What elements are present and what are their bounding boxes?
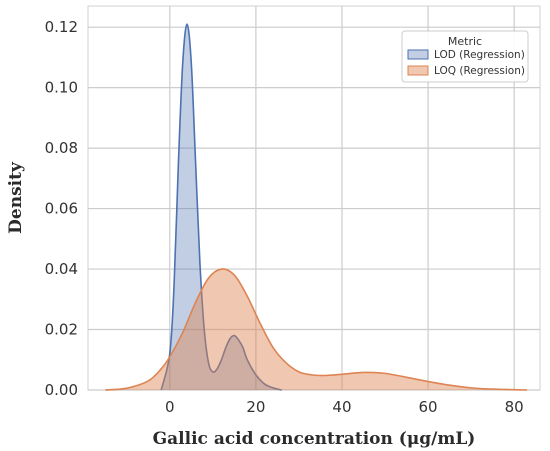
density-area-loq — [105, 268, 528, 390]
x-tick-label: 40 — [332, 398, 351, 416]
y-tick-label: 0.10 — [45, 79, 78, 97]
density-area-lod — [161, 24, 282, 390]
x-tick-label: 0 — [165, 398, 175, 416]
legend-title: Metric — [448, 35, 482, 48]
series-layer — [105, 23, 528, 391]
y-tick-label: 0.08 — [45, 139, 78, 157]
y-tick-label: 0.12 — [45, 18, 78, 36]
x-tick-label: 60 — [419, 398, 438, 416]
legend-label-loq: LOQ (Regression) — [434, 65, 525, 77]
legend-swatch-lod — [407, 49, 429, 60]
x-axis-title: Gallic acid concentration (μg/mL) — [153, 429, 476, 449]
legend: Metric LOD (Regression) LOQ (Regression) — [401, 30, 529, 83]
tick-layer: 0 20 40 60 80 0.00 0.02 0.04 0.06 0.08 0.10 0.12 — [45, 18, 524, 416]
legend-box — [401, 30, 529, 83]
legend-swatch-loq — [407, 65, 429, 76]
grid-layer — [88, 6, 540, 391]
x-tick-label: 20 — [246, 398, 265, 416]
y-tick-label: 0.06 — [45, 200, 78, 218]
y-axis-title: Density — [6, 161, 26, 234]
y-tick-label: 0.00 — [45, 381, 78, 399]
y-tick-label: 0.02 — [45, 321, 78, 339]
x-tick-label: 80 — [505, 398, 524, 416]
legend-label-lod: LOD (Regression) — [434, 49, 525, 61]
y-tick-label: 0.04 — [45, 260, 78, 278]
density-line-lod — [160, 23, 282, 391]
density-line-loq — [105, 268, 528, 391]
